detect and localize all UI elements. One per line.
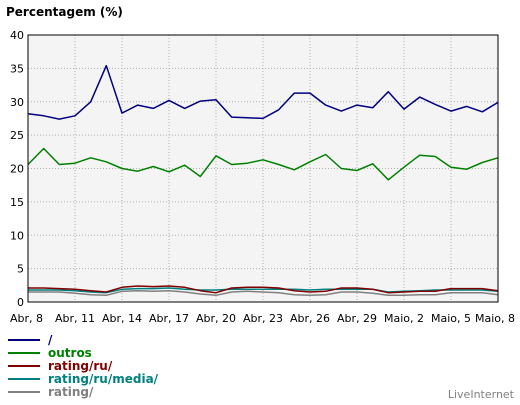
y-tick-label: 35 <box>10 62 24 75</box>
x-tick-label: Abr, 29 <box>337 312 377 325</box>
x-tick-label: Maio, 5 <box>431 312 471 325</box>
x-tick-label: Abr, 23 <box>243 312 283 325</box>
legend-label: rating/ru/media/ <box>48 372 159 386</box>
y-tick-label: 15 <box>10 196 24 209</box>
grid <box>28 35 498 302</box>
x-tick-label: Abr, 8 <box>10 312 43 325</box>
y-axis-title: Percentagem (%) <box>6 5 123 19</box>
x-axis-ticks: Abr, 8 Abr, 11 Abr, 14 Abr, 17 Abr, 20 Abr, 2… <box>10 312 515 325</box>
series-line-rating-ru <box>28 285 499 294</box>
series-lines <box>27 64 499 297</box>
x-tick-label: Abr, 20 <box>196 312 236 325</box>
x-tick-label: Abr, 26 <box>290 312 330 325</box>
series-line-outros <box>27 147 499 181</box>
series-line- <box>27 64 499 120</box>
y-tick-label: 20 <box>10 163 24 176</box>
legend-label: / <box>48 333 53 347</box>
legend-label: outros <box>48 346 92 360</box>
y-axis-ticks: 0 5 10 15 20 25 30 35 40 <box>10 29 24 309</box>
y-tick-label: 40 <box>10 29 24 42</box>
y-tick-label: 0 <box>17 296 24 309</box>
x-tick-label: Abr, 14 <box>102 312 142 325</box>
y-tick-label: 30 <box>10 96 24 109</box>
legend-label: rating/ru/ <box>48 359 113 373</box>
y-tick-label: 10 <box>10 229 24 242</box>
x-tick-label: Abr, 11 <box>55 312 95 325</box>
credit-label: LiveInternet <box>448 388 515 401</box>
series-line-rating <box>28 289 499 297</box>
x-tick-label: Maio, 8 <box>475 312 515 325</box>
y-tick-label: 25 <box>10 129 24 142</box>
x-tick-label: Maio, 2 <box>384 312 424 325</box>
plot-frame <box>27 34 499 303</box>
legend-label: rating/ <box>48 385 94 399</box>
y-tick-label: 5 <box>17 263 24 276</box>
x-tick-label: Abr, 17 <box>149 312 189 325</box>
